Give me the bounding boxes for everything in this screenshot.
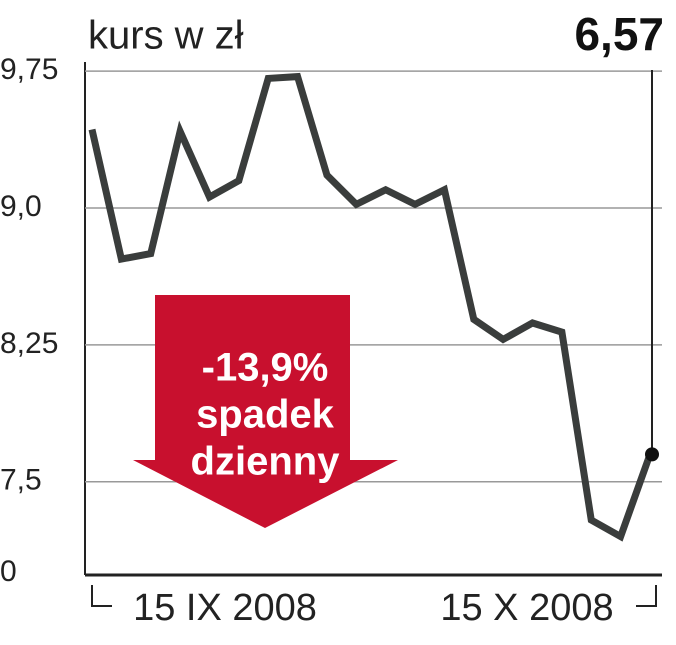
x-bracket <box>91 585 112 607</box>
x-bracket <box>636 585 657 607</box>
annotation-arrow <box>133 295 398 528</box>
x-label: 15 IX 2008 <box>133 587 317 629</box>
y-tick-label: 9,75 <box>0 53 58 86</box>
line <box>88 72 654 542</box>
last-value-label: 6,57 <box>574 8 664 60</box>
y-tick-label: 8,25 <box>0 327 58 360</box>
end-point <box>645 447 659 462</box>
y-tick-label: 7,5 <box>0 464 42 497</box>
annotation: -13,9% <box>202 346 329 390</box>
annotation: spadek <box>196 393 335 437</box>
chart-title: kurs w zł <box>88 14 244 58</box>
y-origin-label: 0 <box>0 555 17 588</box>
x-label: 15 X 2008 <box>440 587 613 629</box>
annotation: dzienny <box>191 440 341 484</box>
y-tick-label: 9,0 <box>0 190 42 223</box>
